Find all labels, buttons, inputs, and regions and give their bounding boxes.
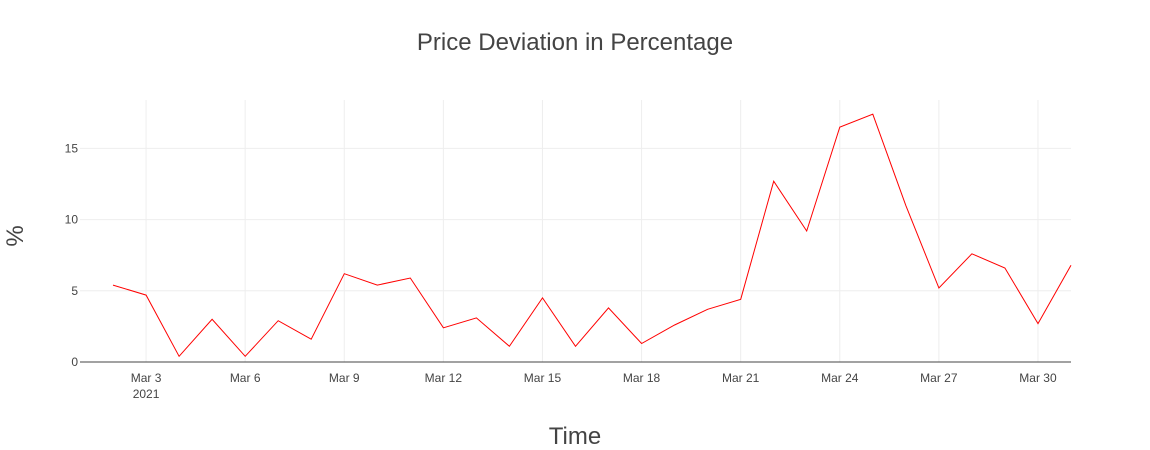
x-tick-label: Mar 30 (1019, 371, 1057, 385)
x-tick-label: Mar 18 (623, 371, 661, 385)
chart-title: Price Deviation in Percentage (417, 29, 733, 56)
y-axis-title: % (2, 225, 29, 246)
x-tick-label: Mar 3 (131, 371, 162, 385)
series-layer (112, 113, 1072, 358)
grid-lines (80, 100, 1071, 362)
x-tick-label: Mar 15 (524, 371, 562, 385)
x-tick-label: Mar 9 (329, 371, 360, 385)
axes: Mar 3 2021 Mar 6 Mar 9 Mar 12 Mar 15 Mar 18 Mar… (65, 141, 1071, 401)
x-tick-sublabel: 2021 (133, 387, 160, 401)
y-tick-label: 15 (65, 141, 79, 155)
x-tick-label: Mar 27 (920, 371, 958, 385)
series-line (112, 113, 1072, 358)
x-axis-title: Time (549, 423, 601, 450)
y-tick-label: 0 (71, 355, 78, 369)
y-tick-label: 5 (71, 284, 78, 298)
y-tick-label: 10 (65, 213, 79, 227)
x-tick-label: Mar 21 (722, 371, 760, 385)
x-tick-label: Mar 6 (230, 371, 261, 385)
x-tick-label: Mar 24 (821, 371, 859, 385)
x-tick-label: Mar 12 (425, 371, 463, 385)
